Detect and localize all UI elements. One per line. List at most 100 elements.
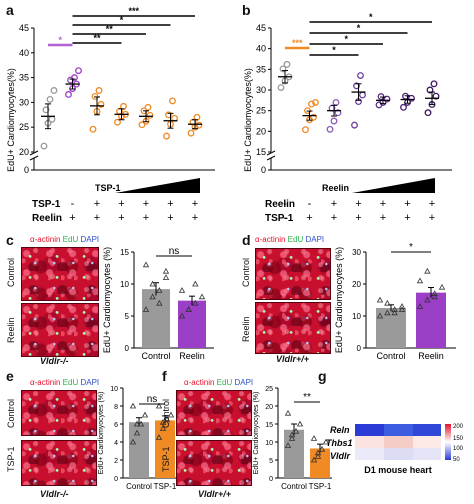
panel-f-side-tsp1: TSP-1 <box>161 446 171 472</box>
panel-d-side-control: Control <box>241 257 251 287</box>
category-label: TSP-1 <box>309 482 332 491</box>
data-point <box>391 309 398 316</box>
y-tick-label: 10 <box>110 386 118 393</box>
y-tick-label: 10 <box>352 312 361 321</box>
tsp1-gradient-wedge <box>115 178 200 193</box>
data-point <box>284 409 292 416</box>
panel-f-image-control <box>176 390 252 436</box>
data-point <box>159 418 167 425</box>
bar <box>416 292 446 348</box>
plus-minus: + <box>331 198 337 210</box>
data-group <box>326 98 342 133</box>
plus-minus: - <box>46 198 50 210</box>
bar-y-label: EdU+ Cardiomyocytes (%) <box>102 247 112 353</box>
bar <box>129 422 149 478</box>
data-point <box>310 435 318 441</box>
plus-minus: + <box>192 198 198 210</box>
category-label: TSP-1 <box>154 482 177 491</box>
panel-d-genotype: Vldlr+/+ <box>276 354 310 364</box>
data-point <box>431 293 438 300</box>
data-group <box>163 97 178 140</box>
axis-break <box>29 155 39 161</box>
data-group <box>302 98 319 134</box>
data-point <box>376 312 384 319</box>
colorbar-tick: 50 <box>453 457 460 463</box>
y-tick-label: 35 <box>19 73 29 83</box>
data-point <box>384 299 391 306</box>
y-tick-label: 0 <box>269 476 273 483</box>
colorbar-tick: 200 <box>453 424 464 430</box>
y-tick-label: 0 <box>114 476 118 483</box>
panel-b-row-reelin: Reelin <box>265 199 295 210</box>
data-point <box>114 118 121 126</box>
significance-star: *** <box>128 6 139 16</box>
bar <box>310 448 330 478</box>
data-point <box>192 280 199 287</box>
data-point <box>163 416 171 422</box>
data-group <box>187 113 203 137</box>
data-point <box>326 125 334 133</box>
data-point <box>141 411 149 418</box>
data-point <box>144 103 152 111</box>
heatmap-row-vldlr: Vldlr <box>330 451 351 461</box>
panel-a-tsp1-wedge: TSP-1 <box>95 178 200 193</box>
plus-minus: + <box>404 212 410 224</box>
data-point <box>292 427 300 434</box>
data-point <box>357 72 364 79</box>
data-point <box>330 117 338 125</box>
bar <box>178 300 206 348</box>
panel-f-genotype: Vldlr+/+ <box>198 489 232 499</box>
legend-dapi: DAPI <box>234 378 254 387</box>
heatmap-cell <box>355 448 384 460</box>
data-point <box>424 296 431 303</box>
plus-minus: + <box>118 198 124 210</box>
reelin-gradient-wedge <box>352 178 435 193</box>
panel-label-b: b <box>242 2 251 18</box>
significance-star: * <box>369 12 373 22</box>
panel-d-legend: α-actinin EdU DAPI <box>255 235 324 244</box>
data-point <box>46 95 54 103</box>
data-point <box>302 126 309 134</box>
data-point <box>351 121 358 129</box>
data-group <box>375 93 391 109</box>
panel-c-image-control <box>21 247 99 301</box>
panel-e-image-control <box>21 390 97 436</box>
y-tick-label: 15 <box>256 147 266 157</box>
plus-minus: + <box>331 212 337 224</box>
y-tick-label: 20 <box>19 147 29 157</box>
panel-d-image-control <box>255 248 331 300</box>
data-point <box>431 290 438 296</box>
heatmap-colorbar <box>445 424 451 460</box>
y-tick-label: 0 <box>261 165 266 175</box>
data-point <box>310 456 318 463</box>
data-point <box>156 287 163 293</box>
heatmap-cell <box>384 424 413 436</box>
y-tick-label: 6 <box>114 422 118 429</box>
y-tick-label: 30 <box>256 85 266 95</box>
data-point <box>138 121 146 129</box>
plus-minus: + <box>69 212 75 224</box>
y-tick-label: 40 <box>19 48 29 58</box>
data-point <box>167 411 175 418</box>
data-point <box>432 92 440 100</box>
y-tick-label: 0 <box>357 344 362 353</box>
panel-e-genotype: Vldlr-/- <box>40 489 69 499</box>
category-label: Control <box>281 482 307 491</box>
y-tick-label: 25 <box>265 386 273 393</box>
y-tick-label: 10 <box>120 280 129 289</box>
y-tick-label: 40 <box>256 44 266 54</box>
data-point <box>314 453 322 459</box>
data-point <box>142 261 150 268</box>
significance-star: * <box>120 15 124 25</box>
plus-minus: + <box>94 212 100 224</box>
data-point <box>277 84 285 91</box>
legend-actinin: α-actinin <box>30 235 61 244</box>
axis-break <box>266 150 276 156</box>
heatmap-cell <box>355 436 384 448</box>
data-point <box>159 425 167 431</box>
colorbar-tick: 100 <box>453 446 464 452</box>
data-point <box>129 402 137 409</box>
data-group <box>277 60 293 91</box>
data-point <box>198 293 206 300</box>
